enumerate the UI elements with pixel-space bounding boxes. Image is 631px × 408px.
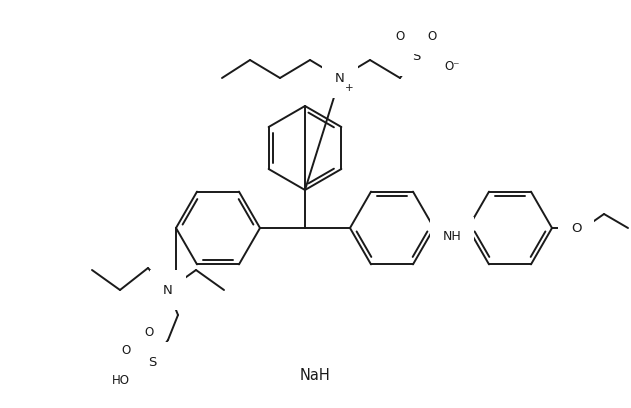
Text: NH: NH xyxy=(442,229,461,242)
Text: NaH: NaH xyxy=(300,368,331,383)
Text: O⁻: O⁻ xyxy=(444,60,459,73)
Text: O: O xyxy=(571,222,581,235)
Text: N: N xyxy=(163,284,173,297)
Text: S: S xyxy=(412,49,420,62)
Text: O: O xyxy=(144,326,153,339)
Text: O: O xyxy=(121,344,131,357)
Text: S: S xyxy=(148,355,156,368)
Text: O: O xyxy=(427,29,437,42)
Text: O: O xyxy=(396,29,404,42)
Text: HO: HO xyxy=(112,373,130,386)
Text: N: N xyxy=(335,71,345,84)
Text: +: + xyxy=(345,83,353,93)
